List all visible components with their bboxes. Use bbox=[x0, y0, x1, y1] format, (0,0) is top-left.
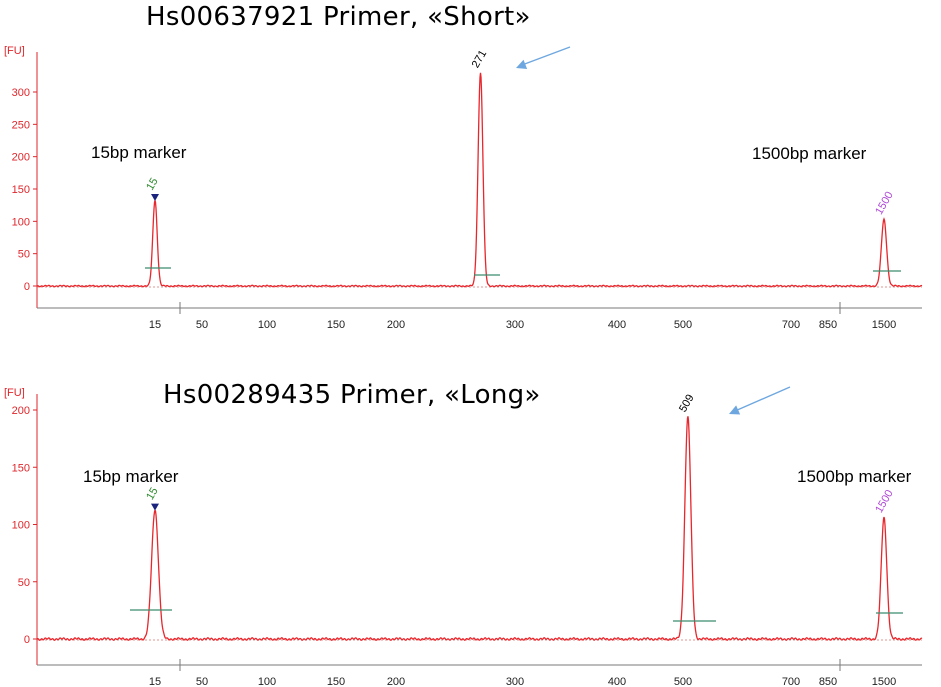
chart-svg-short: [FU] 0 50 100 150 200 250 300 15 50 100 150 200 300 40… bbox=[4, 45, 923, 331]
x-tick-label: 500 bbox=[674, 319, 692, 331]
chart-title-short: Hs00637921 Primer, «Short» bbox=[146, 2, 531, 32]
y-axis-unit-label: [FU] bbox=[4, 45, 25, 57]
electropherogram-short: [FU] 0 50 100 150 200 250 300 15 50 100 150 200 300 40… bbox=[4, 2, 923, 331]
x-tick-label: 200 bbox=[387, 676, 405, 687]
y-tick-label: 150 bbox=[12, 184, 30, 196]
y-tick-label: 50 bbox=[18, 577, 30, 589]
x-tick-label: 400 bbox=[608, 676, 626, 687]
x-tick-label: 15 bbox=[149, 676, 161, 687]
y-tick-label: 200 bbox=[12, 152, 30, 164]
y-tick-label: 100 bbox=[12, 520, 30, 532]
y-tick-label: 300 bbox=[12, 87, 30, 99]
electropherogram-long: [FU] 0 50 100 150 200 15 50 100 150 200 300 400 500 70… bbox=[0, 345, 941, 687]
y-tick-label: 150 bbox=[12, 462, 30, 474]
annotation-1500bp-long: 1500bp marker bbox=[797, 467, 912, 486]
marker-triangle-icon bbox=[151, 503, 159, 511]
pointer-arrow-line bbox=[521, 46, 571, 66]
x-tick-label: 400 bbox=[608, 319, 626, 331]
y-tick-label: 100 bbox=[12, 216, 30, 228]
chart-title-long: Hs00289435 Primer, «Long» bbox=[163, 380, 541, 410]
chart-svg-long: [FU] 0 50 100 150 200 15 50 100 150 200 300 400 500 70… bbox=[4, 386, 923, 687]
y-tick-label: 50 bbox=[18, 249, 30, 261]
x-tick-label: 850 bbox=[819, 319, 837, 331]
x-tick-label: 150 bbox=[327, 676, 345, 687]
x-tick-label: 50 bbox=[196, 676, 208, 687]
y-tick-label: 200 bbox=[12, 405, 30, 417]
peak-label: 509 bbox=[677, 392, 697, 414]
peak-label: 1500 bbox=[873, 488, 896, 515]
y-axis-unit-label: [FU] bbox=[4, 387, 25, 399]
y-tick-label: 250 bbox=[12, 119, 30, 131]
pointer-arrow-icon bbox=[729, 405, 741, 415]
peak-label: 15 bbox=[144, 486, 161, 503]
annotation-15bp-long: 15bp marker bbox=[83, 467, 179, 486]
trace-line bbox=[36, 416, 923, 642]
trace-line bbox=[36, 72, 923, 288]
x-tick-label: 700 bbox=[782, 676, 800, 687]
x-tick-label: 100 bbox=[258, 319, 276, 331]
x-tick-label: 50 bbox=[196, 319, 208, 331]
pointer-arrow-line bbox=[734, 386, 791, 412]
pointer-arrow-icon bbox=[516, 59, 528, 70]
peak-label: 15 bbox=[144, 176, 161, 193]
marker-triangle-icon bbox=[151, 193, 159, 201]
x-tick-label: 300 bbox=[506, 319, 524, 331]
x-tick-label: 150 bbox=[327, 319, 345, 331]
peak-label: 271 bbox=[470, 48, 490, 70]
x-tick-label: 15 bbox=[149, 319, 161, 331]
x-tick-label: 200 bbox=[387, 319, 405, 331]
x-tick-label: 300 bbox=[506, 676, 524, 687]
x-tick-label: 100 bbox=[258, 676, 276, 687]
x-tick-label: 500 bbox=[674, 676, 692, 687]
x-tick-label: 1500 bbox=[872, 319, 896, 331]
y-tick-label: 0 bbox=[24, 281, 30, 293]
x-tick-label: 700 bbox=[782, 319, 800, 331]
annotation-15bp-short: 15bp marker bbox=[91, 143, 187, 162]
peak-label: 1500 bbox=[873, 190, 896, 217]
y-tick-label: 0 bbox=[24, 634, 30, 646]
x-tick-label: 1500 bbox=[872, 676, 896, 687]
annotation-1500bp-short: 1500bp marker bbox=[752, 144, 867, 163]
x-tick-label: 850 bbox=[819, 676, 837, 687]
